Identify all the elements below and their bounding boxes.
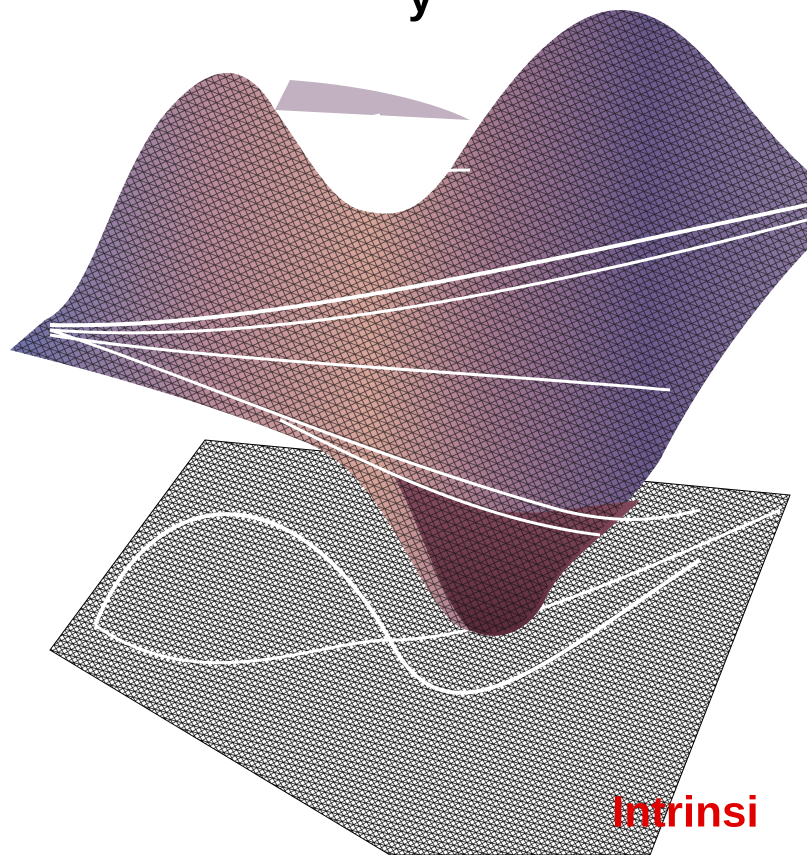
caption: Intrinsi <box>612 788 759 837</box>
surface-figure: y Intrinsi <box>0 0 807 855</box>
page: y Intrinsi <box>0 0 807 855</box>
title-fragment: y <box>408 0 434 22</box>
